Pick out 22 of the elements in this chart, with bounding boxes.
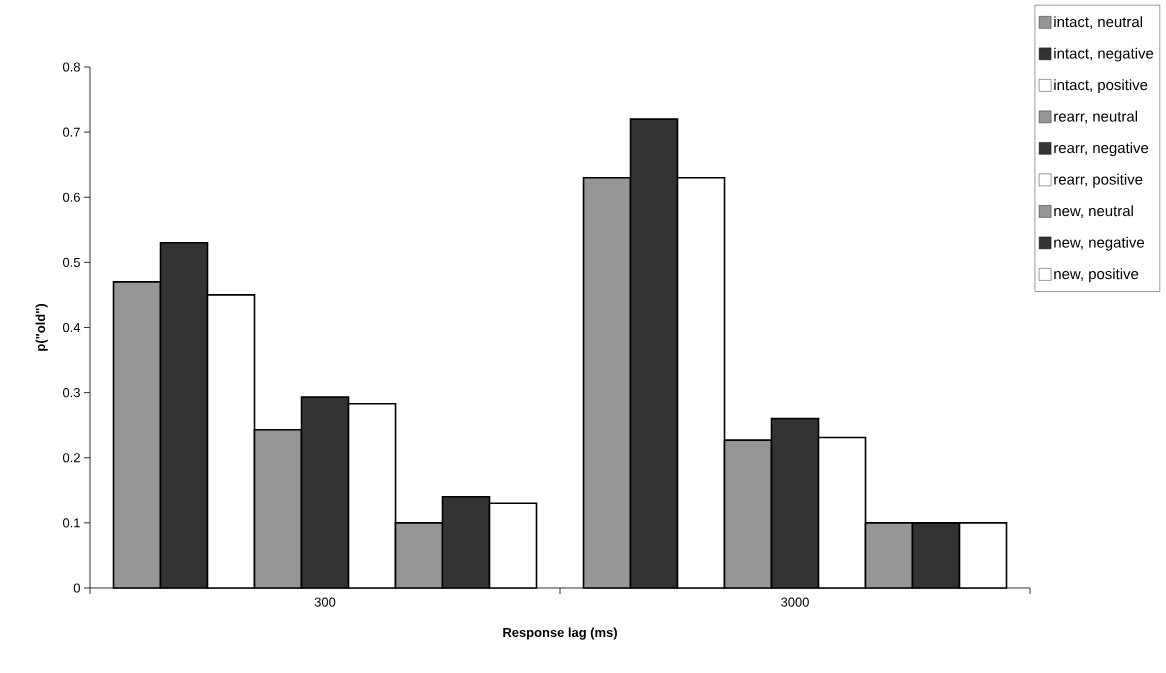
- x-tick-label: 3000: [781, 597, 809, 607]
- y-tick-label: 0.6: [62, 192, 80, 202]
- legend-label: new, positive: [1054, 268, 1139, 283]
- y-tick-label: 0.2: [62, 453, 80, 463]
- x-tick-label: 300: [314, 597, 336, 607]
- legend-label: intact, positive: [1054, 79, 1148, 94]
- legend-label: rearr, neutral: [1054, 110, 1137, 124]
- legend-label: intact, negative: [1054, 47, 1154, 62]
- y-tick-label: 0.3: [62, 388, 80, 398]
- legend-label: rearr, negative: [1054, 142, 1149, 157]
- y-tick-label: 0.4: [62, 322, 81, 333]
- y-tick-label: 0: [73, 583, 80, 593]
- legend-label: new, negative: [1054, 236, 1144, 251]
- legend-label: new, neutral: [1054, 205, 1133, 218]
- y-tick-label: 0.5: [62, 257, 80, 267]
- y-tick-label: 0.8: [62, 62, 80, 72]
- y-tick-label: 0.1: [62, 518, 80, 528]
- y-axis-title: p("old"): [35, 304, 48, 351]
- legend-label: intact, neutral: [1054, 16, 1142, 29]
- y-tick-label: 0.7: [62, 127, 80, 137]
- x-axis-title: Response lag (ms): [503, 627, 617, 640]
- legend-label: rearr, positive: [1054, 173, 1143, 188]
